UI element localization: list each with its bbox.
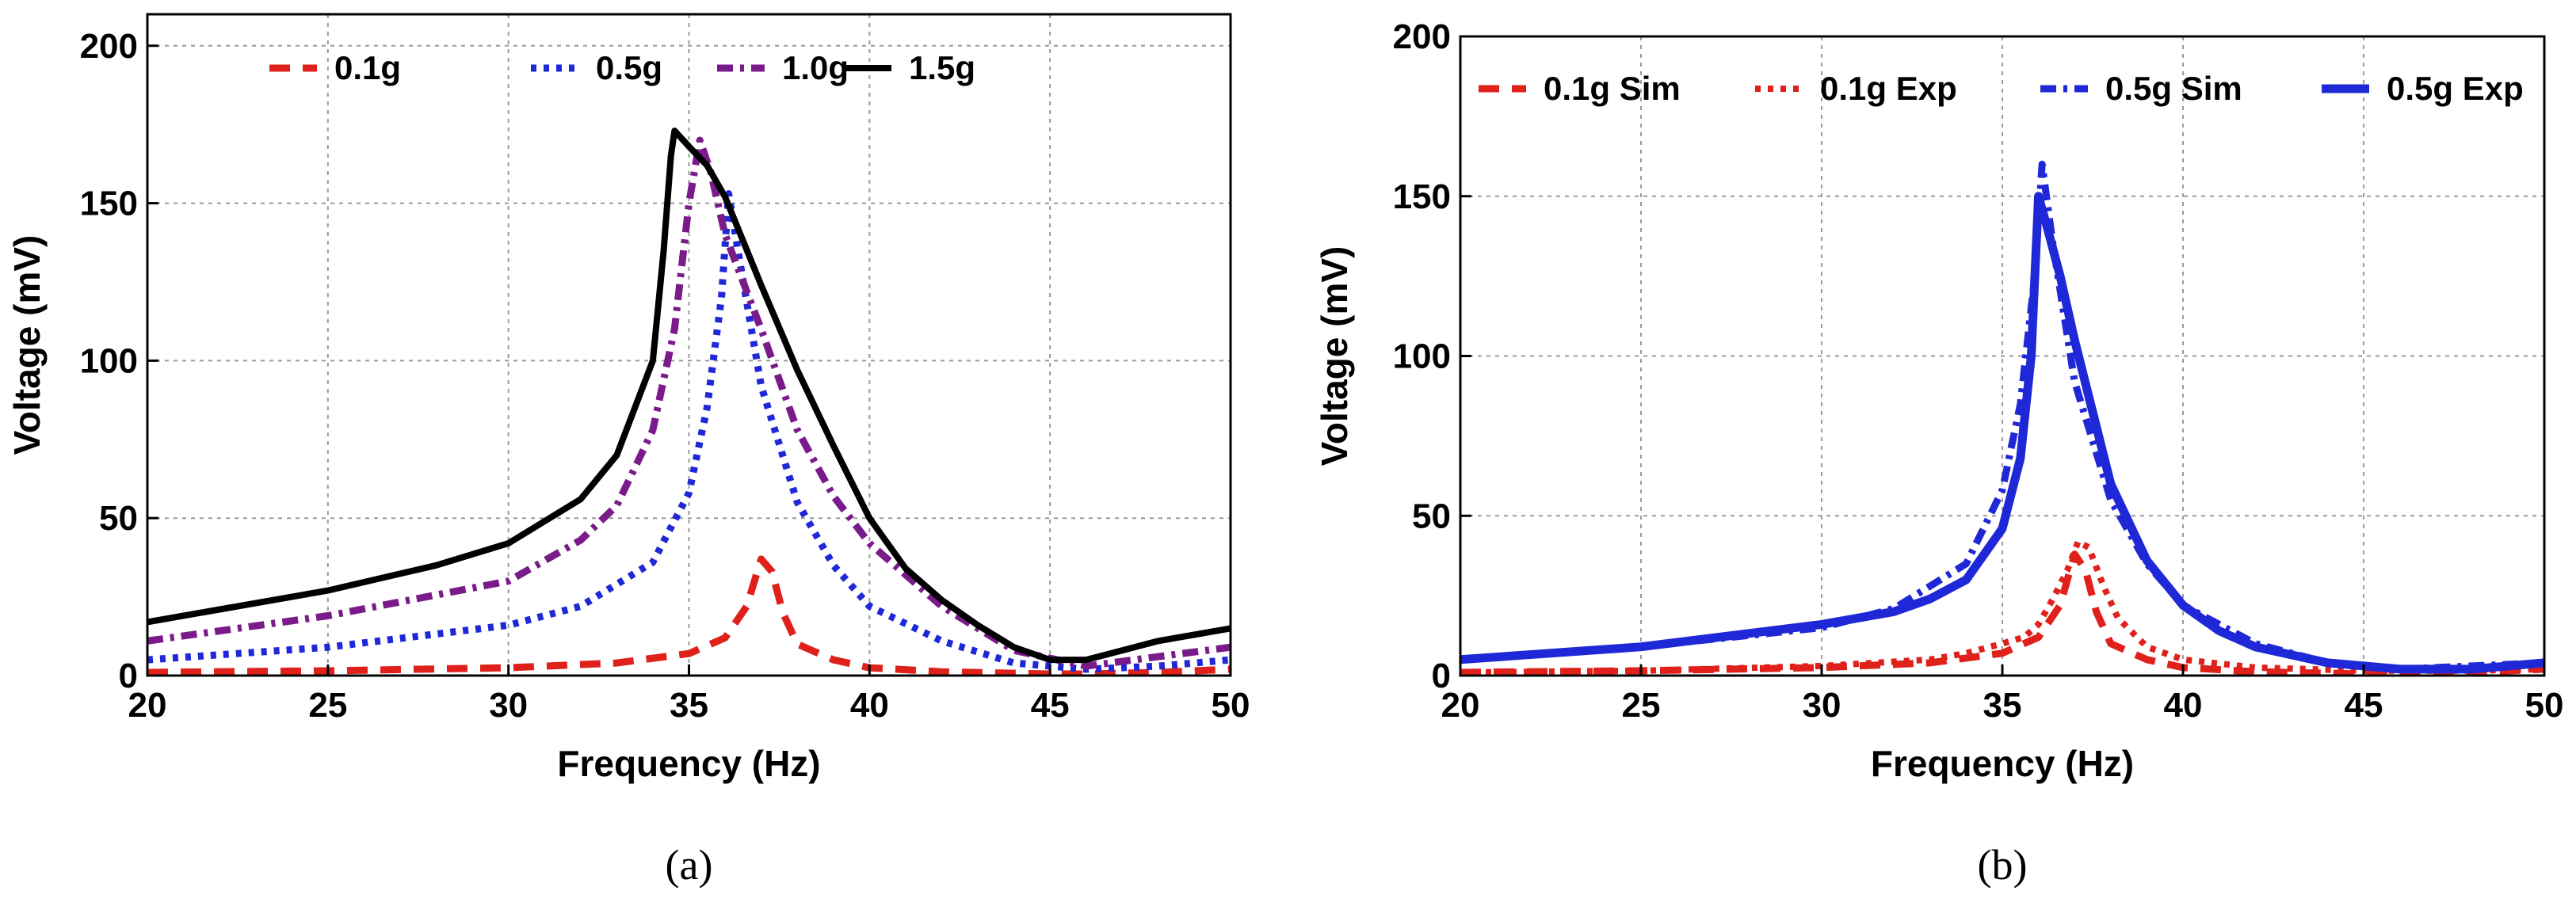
legend-label: 0.5g — [596, 49, 662, 86]
legend: 0.1g Sim 0.1g Exp 0.5g Sim 0.5g Exp — [1479, 70, 2524, 107]
y-tick-label: 200 — [80, 27, 138, 66]
y-tick-label: 50 — [1412, 497, 1451, 535]
x-tick-label: 50 — [2525, 686, 2564, 725]
x-axis-title: Frequency (Hz) — [557, 743, 820, 784]
x-tick-label: 30 — [1803, 686, 1841, 725]
y-tick-label: 200 — [1393, 17, 1451, 56]
legend: 0.1g 0.5g 1.0g 1.5g — [269, 49, 975, 86]
series-line-0-1g-exp — [1460, 538, 2544, 676]
y-tick-label: 150 — [1393, 177, 1451, 216]
x-tick-label: 45 — [2345, 686, 2383, 725]
series-line-1-5g — [147, 128, 1231, 664]
y-tick-label: 0 — [1432, 657, 1451, 695]
legend-label: 0.1g Exp — [1820, 70, 1957, 107]
series-line-1-0g — [147, 136, 1231, 670]
x-tick-label: 25 — [1622, 686, 1661, 725]
legend-label: 0.5g Sim — [2105, 70, 2242, 107]
y-axis-title: Voltage (mV) — [1314, 246, 1355, 466]
series-line-0-5g-exp — [1460, 192, 2544, 674]
legend-label: 0.1g Sim — [1544, 70, 1681, 107]
legend-label: 1.5g — [909, 49, 975, 86]
x-tick-label: 20 — [1441, 686, 1480, 725]
legend-item: 0.5g — [531, 49, 662, 86]
panel-label: (b) — [1978, 841, 2028, 889]
panel-label: (a) — [666, 841, 713, 889]
legend-item: 0.5g Exp — [2322, 70, 2524, 107]
legend-item: 1.0g — [717, 49, 849, 86]
x-tick-label: 40 — [2164, 686, 2203, 725]
series-group — [147, 128, 1231, 676]
y-tick-label: 0 — [119, 657, 138, 695]
series-group — [1460, 160, 2544, 676]
legend-label: 0.5g Exp — [2387, 70, 2524, 107]
x-tick-label: 35 — [1983, 686, 2022, 725]
y-tick-label: 100 — [80, 341, 138, 380]
legend-item: 1.5g — [844, 49, 975, 86]
chart-panel-a: 20 25 30 35 40 45 50 0 50 100 150 200 Frequency (Hz)… — [6, 13, 1250, 889]
legend-label: 1.0g — [782, 49, 849, 86]
x-tick-label: 30 — [489, 686, 528, 725]
x-axis-title: Frequency (Hz) — [1871, 743, 2134, 784]
legend-item: 0.5g Sim — [2040, 70, 2242, 107]
series-line-0-5g — [147, 190, 1231, 673]
x-tick-label: 25 — [308, 686, 347, 725]
legend-label: 0.1g — [334, 49, 401, 86]
series-line-0-1g — [147, 555, 1231, 676]
y-axis-title: Voltage (mV) — [6, 235, 48, 455]
x-tick-label: 45 — [1031, 686, 1070, 725]
x-tick-label: 35 — [670, 686, 708, 725]
legend-item: 0.1g Sim — [1479, 70, 1681, 107]
legend-item: 0.1g — [269, 49, 401, 86]
x-tick-label: 40 — [850, 686, 889, 725]
y-tick-label: 100 — [1393, 337, 1451, 376]
legend-item: 0.1g Exp — [1755, 70, 1957, 107]
y-tick-label: 150 — [80, 185, 138, 223]
series-line-0-1g-sim — [1460, 550, 2544, 676]
x-tick-label: 20 — [128, 686, 167, 725]
y-tick-label: 50 — [99, 499, 138, 538]
chart-panel-b: 20 25 30 35 40 45 50 0 50 100 150 200 Frequency (Hz)… — [1314, 17, 2563, 889]
x-tick-label: 50 — [1212, 686, 1250, 725]
